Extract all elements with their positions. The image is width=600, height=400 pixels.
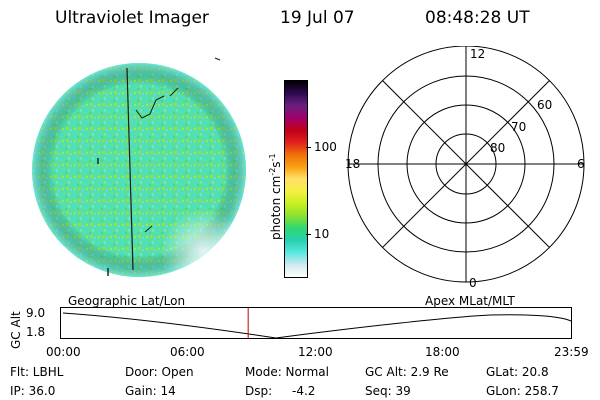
meridian-diagonal-2 [382,80,550,248]
gc-alt-axis-label: GC Alt [9,311,23,349]
apex-label: Apex MLat/MLT [425,294,515,308]
mode-field: Mode: Normal [245,365,329,379]
seq-field: Seq: 39 [365,384,411,398]
door-field: Door: Open [125,365,194,379]
altitude-plot [60,307,572,339]
tick-0600: 06:00 [170,345,205,359]
geographic-label: Geographic Lat/Lon [68,294,186,308]
date-label: 19 Jul 07 [280,8,355,28]
unit-text-s: s [269,161,283,168]
mlt-6-label: 6 [577,157,585,171]
tick-2359: 23:59 [554,345,589,359]
mlt-18-label: 18 [345,157,361,171]
mlt-12-label: 12 [470,47,486,61]
gc-alt-field: GC Alt: 2.9 Re [365,365,449,379]
colorbar-tick-100: 100 [314,140,337,154]
tick-0000: 00:00 [46,345,81,359]
y-bottom-label: 1.8 [26,325,46,339]
flt-field: Flt: LBHL [10,365,64,379]
dsp-field-label: Dsp: [245,384,273,398]
colorbar-tick-10: 10 [314,227,330,241]
colorbar-tick-100-mark [306,147,311,148]
unit-sup-2: -1 [268,153,277,162]
glat-field: GLat: 20.8 [486,365,549,379]
tick-1200: 12:00 [298,345,333,359]
time-label: 08:48:28 UT [425,8,530,28]
tick-1800: 18:00 [425,345,460,359]
glon-field: GLon: 258.7 [486,384,559,398]
plot-frame [60,307,572,339]
mlt-0-label: 0 [469,276,477,290]
colorbar-gradient [285,81,307,277]
instrument-title: Ultraviolet Imager [55,8,209,28]
y-top-label: 9.0 [26,306,46,320]
lat-80-label: 80 [490,141,506,155]
unit-sup-1: -2 [268,167,277,176]
polar-grid [347,46,585,283]
uv-image-disk [32,57,246,277]
altitude-curve [62,312,572,339]
colorbar [284,80,308,278]
dsp-field-value: -4.2 [292,384,316,398]
lat-70-label: 70 [511,120,527,134]
gain-field: Gain: 14 [125,384,176,398]
colorbar-unit-label: photon cm-2s-1 [268,153,283,240]
lat-60-label: 60 [537,98,553,112]
unit-text: photon cm [269,175,283,240]
ip-field: IP: 36.0 [10,384,56,398]
colorbar-tick-10-mark [306,234,311,235]
